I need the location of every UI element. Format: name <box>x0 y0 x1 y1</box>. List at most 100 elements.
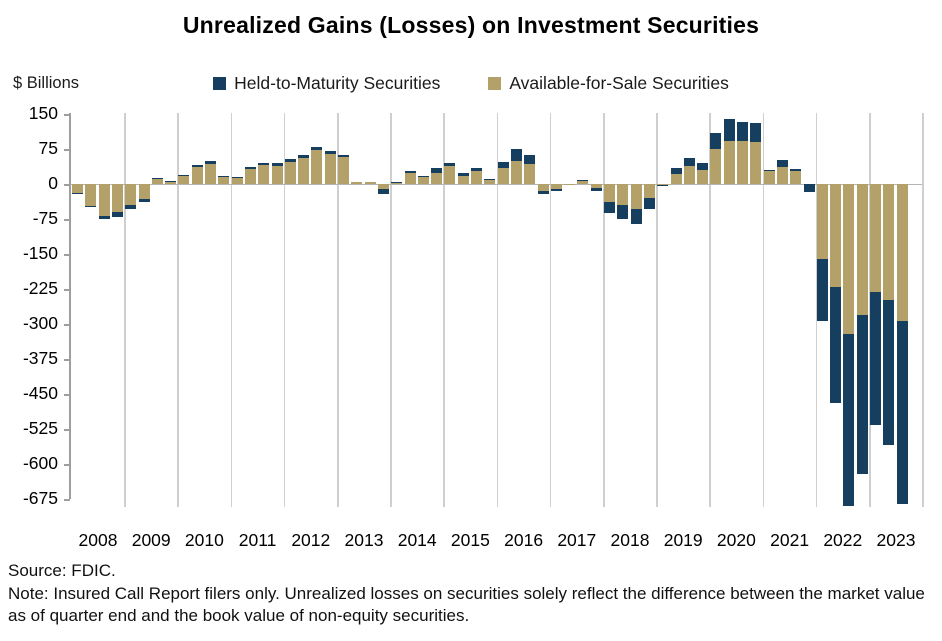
bar-2013-q3 <box>364 182 376 184</box>
bar-2018-q4 <box>643 184 655 198</box>
x-tick-label: 2018 <box>610 530 650 550</box>
bar-2012-q4 <box>324 150 336 155</box>
bar-2012-q4 <box>324 154 336 184</box>
bar-2008-q2 <box>85 184 97 206</box>
bar-2011-q3 <box>258 165 270 184</box>
bar-2019-q4 <box>697 163 709 170</box>
x-tick-label: 2017 <box>557 530 597 550</box>
bar-2008-q4 <box>111 184 123 213</box>
held-to-maturity-swatch-icon <box>213 77 227 90</box>
bar-2017-q4 <box>590 184 602 189</box>
bar-2017-q4 <box>590 188 602 191</box>
bar-2020-q2 <box>723 119 735 142</box>
bar-2019-q1 <box>657 184 669 186</box>
bar-2012-q1 <box>284 159 296 163</box>
bar-2019-q1 <box>657 184 669 185</box>
bar-2013-q2 <box>351 182 363 184</box>
bar-2015-q2 <box>457 173 469 177</box>
x-tick-label: 2020 <box>716 530 756 550</box>
bar-2015-q2 <box>457 176 469 184</box>
bar-2020-q1 <box>710 149 722 184</box>
bar-2013-q1 <box>338 154 349 158</box>
bar-2021-q3 <box>790 168 802 171</box>
y-tick-label: -450 <box>22 383 58 403</box>
x-tick-label: 2011 <box>238 530 277 550</box>
x-tick-label: 2022 <box>823 530 863 550</box>
bar-2019-q2 <box>670 168 682 175</box>
bar-2023-q2 <box>883 184 895 301</box>
y-axis-unit-label: $ Billions <box>13 74 80 92</box>
year-gridline <box>443 113 445 507</box>
bar-2019-q2 <box>670 174 682 184</box>
legend-label-available-for-sale: Available-for-Sale Securities <box>509 73 729 93</box>
bar-2022-q4 <box>856 184 868 315</box>
bar-2008-q2 <box>85 205 97 207</box>
bar-2022-q3 <box>843 184 855 334</box>
y-axis-tick <box>64 114 70 116</box>
bar-2018-q4 <box>643 198 655 209</box>
note-text: Note: Insured Call Report filers only. U… <box>8 584 925 625</box>
x-tick-label: 2016 <box>504 530 544 550</box>
y-axis-tick <box>64 394 70 396</box>
bar-2011-q2 <box>244 167 256 170</box>
y-axis-tick <box>64 254 70 256</box>
y-tick-label: -675 <box>22 488 58 508</box>
bar-2016-q1 <box>497 167 509 184</box>
bar-2016-q1 <box>497 162 509 168</box>
bar-2021-q1 <box>763 170 775 184</box>
bar-2013-q1 <box>338 157 349 184</box>
bar-2010-q2 <box>191 167 203 184</box>
bar-2018-q1 <box>604 201 615 213</box>
bar-2009-q2 <box>138 184 150 199</box>
y-axis-tick <box>64 289 70 291</box>
bar-2018-q2 <box>617 184 629 205</box>
bar-2021-q2 <box>776 160 788 167</box>
bar-2018-q3 <box>630 209 642 224</box>
x-tick-label: 2014 <box>397 530 437 550</box>
year-gridline <box>390 113 392 507</box>
bar-2023-q1 <box>870 184 881 293</box>
y-axis-tick <box>64 184 70 186</box>
bar-2014-q4 <box>431 168 443 173</box>
y-tick-label: -375 <box>22 348 58 368</box>
bar-2017-q3 <box>577 180 589 184</box>
bar-2012-q2 <box>298 157 310 184</box>
legend-item-held-to-maturity: Held-to-Maturity Securities <box>213 73 440 94</box>
source-text: Source: FDIC. <box>8 561 116 580</box>
bar-2015-q1 <box>444 162 456 167</box>
bar-2016-q3 <box>524 163 536 184</box>
bar-2022-q4 <box>856 314 868 474</box>
bar-2012-q3 <box>311 150 323 184</box>
bar-2018-q1 <box>604 184 615 202</box>
bar-2014-q3 <box>417 176 429 184</box>
bar-2018-q3 <box>630 184 642 210</box>
bar-2014-q2 <box>404 173 416 184</box>
x-tick-label: 2010 <box>184 530 224 550</box>
bar-2010-q2 <box>191 164 203 168</box>
bar-2009-q4 <box>165 181 177 184</box>
bar-2020-q2 <box>723 141 735 184</box>
bar-2023-q3 <box>896 184 908 322</box>
year-gridline <box>709 113 711 507</box>
bar-2023-q1 <box>870 292 881 425</box>
bar-2016-q2 <box>510 149 522 161</box>
chart-title: Unrealized Gains (Losses) on Investment … <box>182 12 760 38</box>
y-tick-label: -600 <box>22 453 58 473</box>
bar-2018-q2 <box>617 205 629 219</box>
y-axis-tick <box>64 324 70 326</box>
bar-2017-q1 <box>550 188 562 191</box>
year-gridline <box>337 113 339 507</box>
available-for-sale-swatch-icon <box>488 77 502 90</box>
year-gridline <box>124 113 126 507</box>
year-gridline <box>549 113 552 507</box>
x-tick-label: 2008 <box>78 530 118 550</box>
bar-2021-q3 <box>790 170 802 184</box>
bar-2014-q2 <box>404 171 416 174</box>
bar-2011-q4 <box>271 163 283 167</box>
x-tick-label: 2023 <box>876 530 916 550</box>
bar-2021-q2 <box>776 166 788 184</box>
bar-2019-q3 <box>683 165 695 184</box>
bar-2023-q2 <box>883 300 895 445</box>
bar-2013-q4 <box>377 184 389 190</box>
